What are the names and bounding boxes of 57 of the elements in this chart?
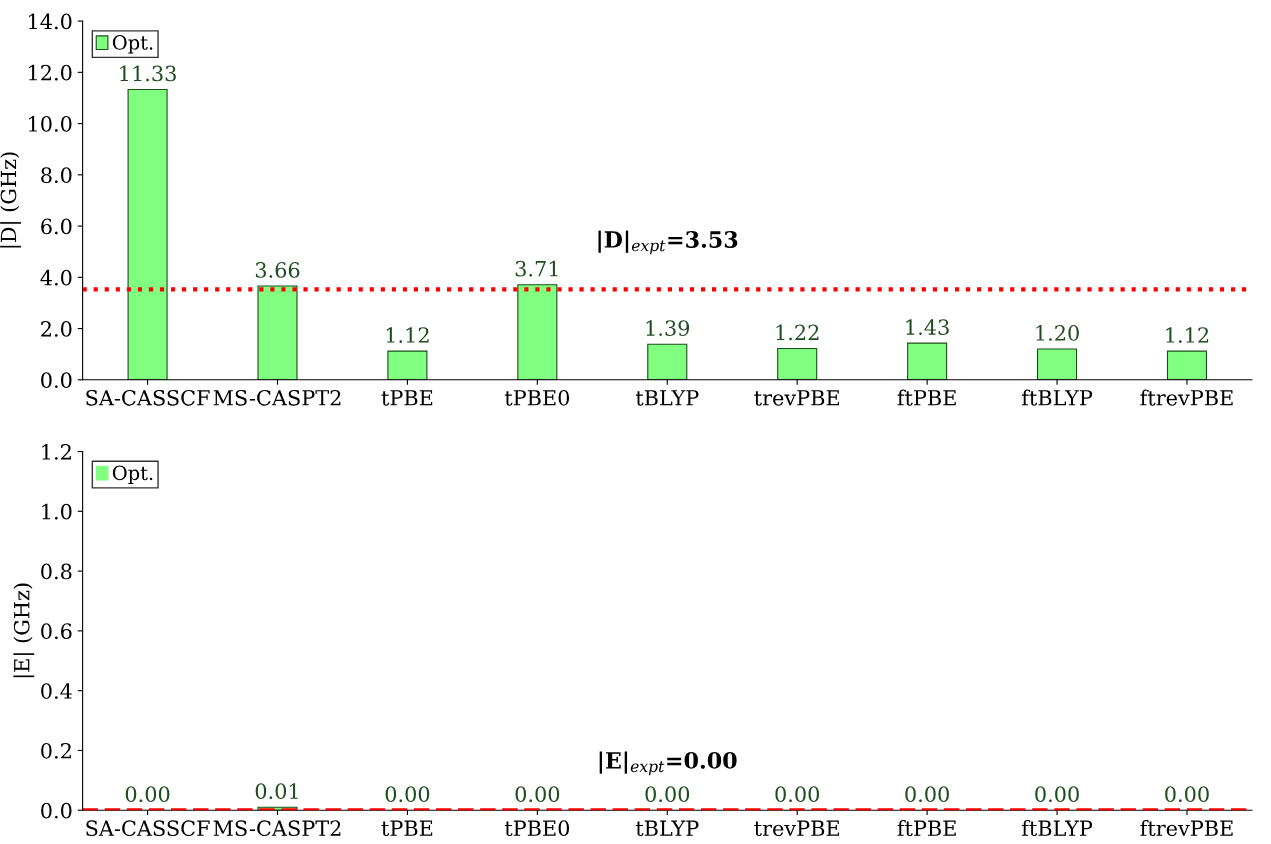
x-tick-label: trevPBE	[754, 390, 840, 406]
x-tick-label: tBLYP	[635, 390, 699, 406]
x-tick-label: trevPBE	[754, 820, 840, 837]
y-tick-label: 12.0	[29, 64, 72, 81]
data-label: 1.12	[1166, 327, 1209, 343]
y-tick-label: 0.2	[41, 742, 71, 759]
x-tick-label: MS-CASPT2	[213, 389, 341, 406]
x-tick-label: tPBE	[381, 820, 433, 837]
x-tick-label: ftPBE	[897, 389, 956, 406]
legend-label: Opt.	[112, 35, 153, 54]
data-label: 0.00	[905, 786, 949, 803]
y-tick-label: 0.4	[41, 683, 72, 699]
y-tick-label: 0.0	[41, 802, 72, 819]
y-tick-label: 4.0	[40, 269, 72, 286]
y-tick-label: 0.6	[41, 623, 72, 640]
y-tick-label: 0.0	[41, 372, 72, 389]
x-tick-label: tPBE0	[504, 820, 570, 837]
x-tick-label: ftPBE	[897, 819, 956, 837]
data-label: 1.22	[776, 324, 819, 341]
data-label: 0.00	[515, 786, 560, 803]
data-label: 3.66	[255, 262, 300, 278]
data-label: 0.01	[255, 783, 298, 800]
y-axis-title: |D| (GHz)	[0, 152, 21, 248]
data-label: 0.00	[1035, 786, 1079, 803]
y-tick-label: 1.2	[42, 443, 71, 460]
x-tick-label: SA-CASSCF	[86, 389, 210, 406]
y-axis-title: |E| (GHz)	[13, 583, 35, 678]
legend-label: Opt.	[112, 465, 153, 484]
data-label: 0.00	[1165, 786, 1209, 803]
y-tick-label: 1.0	[42, 503, 72, 520]
y-tick-label: 10.0	[29, 116, 72, 132]
x-tick-label: MS-CASPT2	[213, 820, 341, 837]
y-tick-label: 0.8	[41, 563, 72, 580]
ref-line-label: |E|$_{expt}$=0.00	[599, 751, 737, 776]
x-tick-label: ftBLYP	[1021, 389, 1093, 406]
data-label: 0.00	[385, 786, 430, 803]
data-label: 3.71	[515, 260, 558, 277]
x-tick-label: ftBLYP	[1021, 819, 1093, 837]
x-tick-label: ftrevPBE	[1140, 819, 1233, 837]
data-label: 1.12	[386, 327, 429, 343]
data-label: 11.33	[120, 65, 176, 82]
x-tick-label: SA-CASSCF	[86, 820, 210, 837]
y-tick-label: 6.0	[41, 218, 72, 235]
x-tick-label: tPBE0	[504, 389, 570, 406]
ref-line-label: |D|$_{expt}$=3.53	[598, 230, 738, 255]
data-label: 1.20	[1036, 325, 1079, 341]
y-tick-label: 2.0	[41, 321, 72, 337]
y-tick-label: 8.0	[41, 167, 72, 184]
data-label: 0.00	[125, 786, 170, 803]
x-tick-label: ftrevPBE	[1140, 389, 1233, 406]
data-label: 0.00	[645, 786, 690, 803]
data-label: 1.39	[646, 320, 690, 336]
x-tick-label: tBLYP	[635, 820, 699, 837]
data-label: 0.00	[775, 786, 820, 803]
y-tick-label: 14.0	[29, 13, 72, 30]
x-tick-label: tPBE	[381, 390, 433, 406]
data-label: 1.43	[906, 319, 949, 335]
